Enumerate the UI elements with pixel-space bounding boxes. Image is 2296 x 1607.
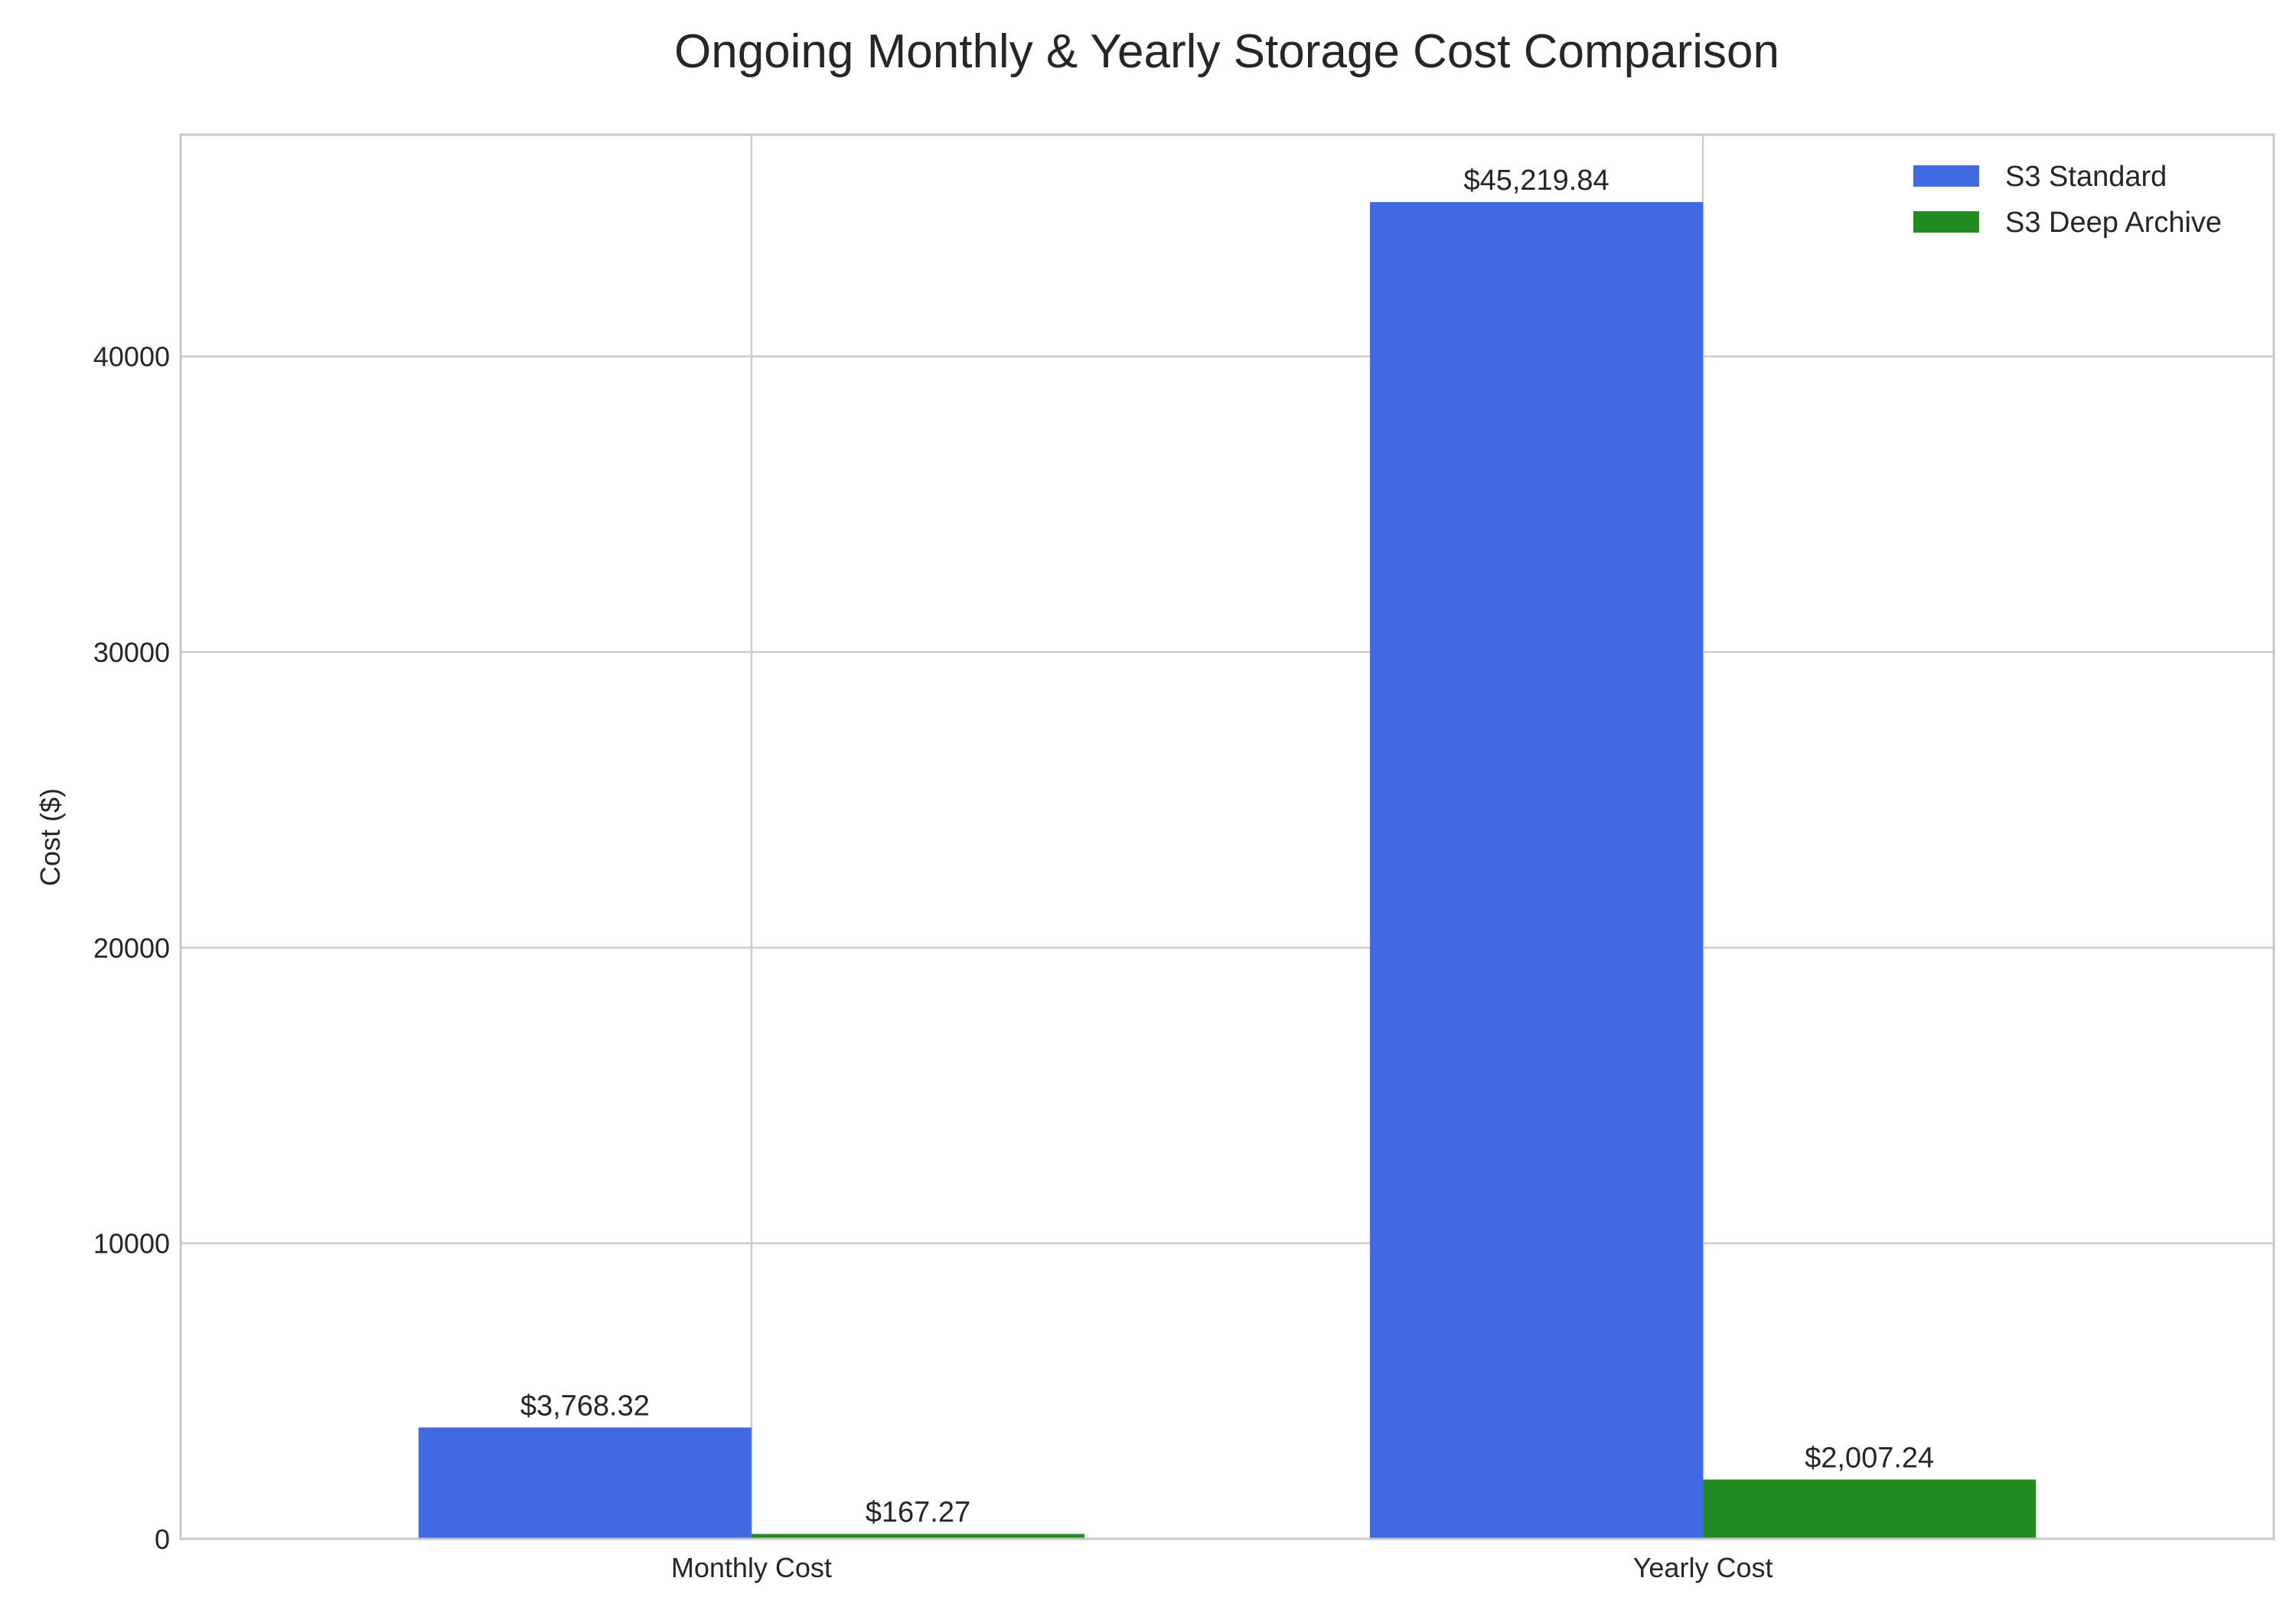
bar-value-label: $167.27 (866, 1497, 970, 1529)
x-axis-ticks: Monthly Cost Yearly Cost (671, 1552, 1773, 1583)
bars (418, 202, 2037, 1539)
y-axis-ticks: 0 10000 20000 30000 40000 (93, 341, 170, 1555)
y-tick-label: 40000 (93, 341, 170, 373)
grid-lines (181, 135, 2274, 1540)
bar (418, 1427, 752, 1539)
legend-label: S3 Standard (2005, 161, 2167, 193)
chart-title: Ongoing Monthly & Yearly Storage Cost Co… (674, 25, 1779, 78)
bar (1369, 202, 1704, 1539)
bar-value-label: $3,768.32 (520, 1390, 650, 1422)
y-tick-label: 10000 (93, 1228, 170, 1260)
plot-frame (179, 133, 2275, 1540)
legend-swatch (1913, 165, 1979, 187)
y-tick-label: 30000 (93, 637, 170, 668)
x-tick-label: Yearly Cost (1633, 1552, 1773, 1583)
x-tick-label: Monthly Cost (671, 1552, 832, 1583)
y-tick-label: 0 (155, 1524, 170, 1555)
bar (1703, 1479, 2037, 1539)
legend-label: S3 Deep Archive (2005, 207, 2222, 239)
legend: S3 Standard S3 Deep Archive (1913, 161, 2222, 239)
y-axis-label: Cost ($) (34, 788, 66, 886)
bar-value-label: $45,219.84 (1463, 165, 1609, 197)
bar-value-label: $2,007.24 (1805, 1442, 1934, 1474)
y-tick-label: 20000 (93, 932, 170, 963)
data-labels: $3,768.32 $45,219.84 $167.27 $2,007.24 (520, 165, 1934, 1528)
legend-swatch (1913, 211, 1979, 233)
bar (751, 1534, 1085, 1539)
